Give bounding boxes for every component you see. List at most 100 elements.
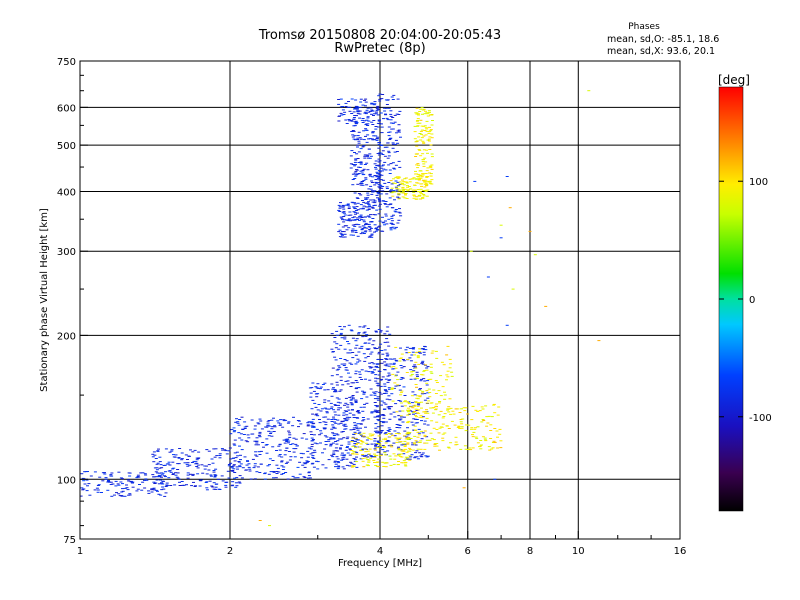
- data-point: [396, 130, 400, 132]
- data-point: [333, 419, 337, 420]
- data-point: [366, 154, 370, 156]
- data-point: [370, 121, 374, 123]
- data-point: [397, 211, 401, 213]
- data-point: [246, 441, 250, 443]
- data-point: [391, 147, 395, 149]
- data-point: [382, 408, 386, 410]
- data-point: [123, 487, 127, 489]
- data-point: [285, 441, 289, 442]
- data-point: [376, 153, 380, 154]
- data-point: [367, 223, 371, 225]
- data-point: [488, 449, 492, 451]
- data-point: [152, 487, 156, 489]
- data-point: [320, 408, 324, 410]
- data-point: [423, 364, 427, 366]
- data-point: [357, 142, 361, 144]
- data-point: [388, 131, 392, 133]
- data-point: [386, 450, 390, 452]
- data-point: [352, 440, 356, 442]
- data-point: [375, 365, 378, 367]
- data-point: [429, 167, 433, 169]
- data-point: [410, 454, 414, 456]
- data-point: [376, 443, 380, 444]
- data-point: [368, 433, 372, 435]
- data-point: [425, 184, 429, 186]
- data-point: [404, 349, 408, 351]
- data-point: [430, 137, 434, 139]
- data-point: [421, 173, 425, 175]
- data-point: [419, 380, 423, 382]
- data-point: [387, 107, 391, 109]
- data-point: [362, 201, 366, 203]
- data-point: [110, 495, 114, 497]
- data-point: [345, 438, 349, 440]
- data-point: [273, 425, 277, 427]
- data-point: [420, 362, 424, 364]
- data-point: [164, 476, 167, 478]
- data-point: [365, 348, 369, 350]
- data-point: [361, 174, 365, 176]
- data-point: [387, 204, 391, 206]
- data-point: [384, 358, 388, 360]
- data-point: [302, 433, 306, 435]
- data-point: [391, 223, 395, 225]
- data-point: [345, 416, 349, 418]
- data-point: [156, 450, 160, 452]
- data-point: [377, 383, 381, 385]
- data-point: [254, 454, 258, 456]
- data-point: [373, 456, 377, 458]
- data-point: [321, 384, 325, 385]
- data-point: [419, 119, 423, 121]
- data-point: [415, 386, 418, 388]
- data-point: [373, 448, 377, 450]
- data-point: [406, 409, 409, 411]
- data-point: [311, 440, 315, 442]
- data-point: [313, 442, 317, 444]
- data-point: [237, 461, 241, 463]
- data-point: [350, 120, 354, 122]
- data-point: [354, 443, 358, 445]
- data-point: [335, 374, 339, 376]
- data-point: [317, 404, 321, 405]
- data-point: [397, 131, 401, 133]
- data-point: [377, 193, 381, 195]
- data-point: [380, 350, 384, 351]
- data-point: [393, 416, 397, 418]
- data-point: [370, 190, 374, 192]
- data-point: [335, 330, 339, 332]
- data-point: [355, 411, 359, 413]
- y-tick-label: 400: [57, 187, 76, 198]
- data-point: [352, 117, 356, 118]
- data-point: [467, 424, 471, 426]
- data-point: [346, 203, 350, 205]
- data-point: [401, 449, 405, 451]
- data-point: [352, 458, 356, 460]
- data-point: [337, 231, 341, 233]
- y-tick-label: 75: [63, 535, 76, 546]
- data-point: [210, 485, 214, 487]
- data-point: [350, 98, 354, 100]
- data-point: [350, 363, 354, 365]
- data-point: [405, 451, 409, 453]
- data-point: [406, 434, 410, 436]
- data-point: [360, 369, 364, 371]
- data-point: [426, 115, 430, 117]
- data-point: [398, 183, 402, 185]
- data-point: [272, 431, 276, 432]
- data-point: [417, 432, 421, 434]
- data-point: [411, 407, 415, 409]
- data-point: [340, 459, 344, 461]
- data-point: [238, 465, 242, 467]
- data-point: [330, 395, 334, 397]
- data-point: [355, 453, 359, 455]
- data-point: [355, 391, 359, 393]
- data-point: [309, 448, 313, 450]
- data-point: [385, 330, 389, 332]
- data-point: [375, 432, 378, 434]
- data-point: [287, 432, 291, 434]
- data-point: [420, 430, 424, 432]
- data-point: [343, 428, 347, 430]
- data-point: [331, 351, 335, 353]
- data-point: [88, 494, 92, 496]
- data-point: [315, 428, 319, 430]
